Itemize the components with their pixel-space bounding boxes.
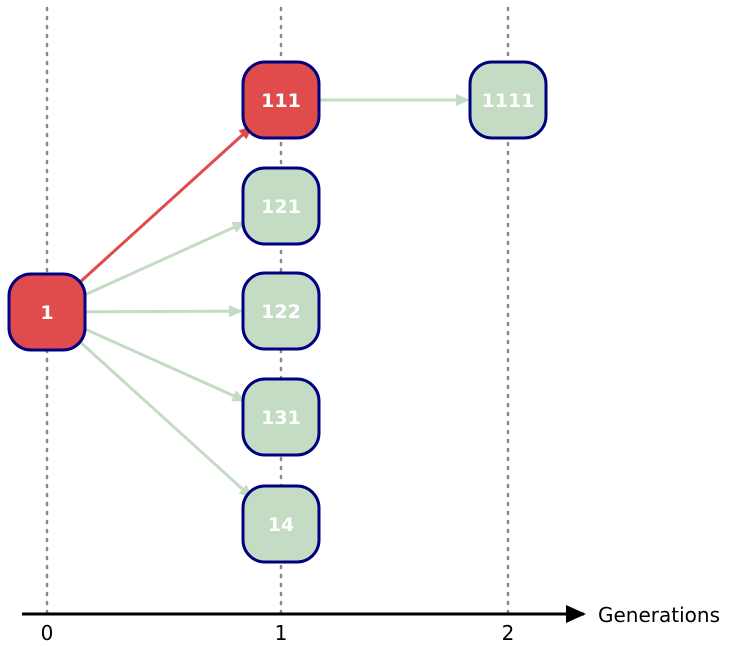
node-box-122 (241, 271, 321, 351)
node-box-121 (241, 166, 321, 246)
node-label-121: 121 (261, 196, 301, 218)
edge-1-to-111 (72, 125, 253, 289)
node-1111: 1111 (468, 60, 548, 140)
node-box-1 (7, 272, 87, 352)
node-box-111 (241, 60, 321, 140)
tick-label-1: 1 (275, 621, 288, 645)
node-label-1111: 1111 (482, 90, 535, 112)
edge-1-to-131 (79, 325, 247, 402)
edge-1-to-14 (72, 335, 253, 499)
node-1: 1 (7, 272, 87, 352)
node-label-111: 111 (261, 90, 301, 112)
tick-label-2: 2 (502, 621, 515, 645)
node-box-131 (241, 377, 321, 457)
node-label-122: 122 (261, 301, 301, 323)
node-14: 14 (241, 484, 321, 564)
node-label-14: 14 (268, 514, 294, 536)
edge-1-to-121 (79, 221, 247, 299)
node-label-1: 1 (40, 302, 53, 324)
node-121: 121 (241, 166, 321, 246)
node-box-1111 (468, 60, 548, 140)
axis-title: Generations (598, 603, 720, 627)
node-111: 111 (241, 60, 321, 140)
node-131: 131 (241, 377, 321, 457)
tick-label-0: 0 (41, 621, 54, 645)
node-box-14 (241, 484, 321, 564)
edge-1-to-122 (82, 305, 244, 318)
generations-axis: 0 1 2 Generations (22, 603, 720, 645)
edge-layer (72, 94, 470, 499)
node-122: 122 (241, 271, 321, 351)
node-label-131: 131 (261, 407, 301, 429)
